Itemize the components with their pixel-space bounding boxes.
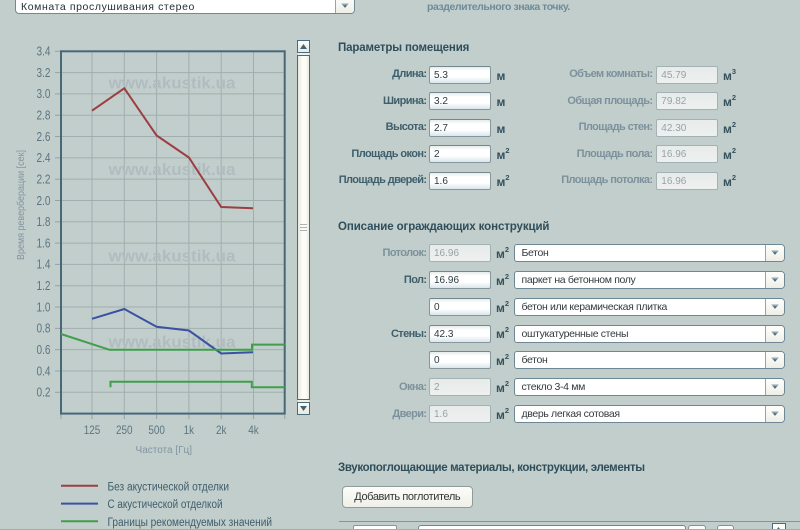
svg-text:3.4: 3.4 (37, 45, 51, 59)
svg-text:Без акустической отделки: Без акустической отделки (108, 481, 230, 493)
svg-text:0.4: 0.4 (37, 364, 51, 378)
svg-text:3.2: 3.2 (37, 66, 51, 80)
svg-text:0.8: 0.8 (37, 322, 51, 336)
svg-text:0.2: 0.2 (37, 386, 51, 400)
svg-text:3.0: 3.0 (37, 87, 51, 101)
svg-text:Частота [Гц]: Частота [Гц] (136, 445, 193, 456)
svg-text:125: 125 (84, 423, 101, 437)
svg-text:0.6: 0.6 (37, 343, 51, 357)
svg-text:1.0: 1.0 (37, 300, 51, 314)
svg-text:С акустической отделкой: С акустической отделкой (108, 499, 223, 511)
svg-text:1.8: 1.8 (37, 215, 51, 229)
svg-text:2.4: 2.4 (37, 151, 51, 165)
svg-text:1.2: 1.2 (37, 279, 51, 293)
svg-text:2.6: 2.6 (37, 130, 51, 144)
svg-text:250: 250 (116, 423, 133, 437)
svg-text:1k: 1k (184, 423, 195, 437)
svg-text:2.0: 2.0 (37, 194, 51, 208)
svg-text:2.2: 2.2 (37, 172, 51, 186)
svg-text:500: 500 (148, 423, 165, 437)
svg-text:www.akustik.ua: www.akustik.ua (108, 74, 236, 93)
svg-text:www.akustik.ua: www.akustik.ua (108, 160, 236, 179)
svg-text:Время реверберации [сек]: Время реверберации [сек] (15, 150, 27, 260)
svg-text:2.8: 2.8 (37, 109, 51, 123)
svg-text:www.akustik.ua: www.akustik.ua (108, 247, 236, 266)
svg-text:1.4: 1.4 (37, 258, 51, 272)
svg-text:1.6: 1.6 (37, 236, 51, 250)
svg-text:www.akustik.ua: www.akustik.ua (108, 333, 236, 352)
svg-text:4k: 4k (248, 423, 259, 437)
svg-text:Границы рекомендуемых значений: Границы рекомендуемых значений (108, 517, 273, 529)
svg-text:2k: 2k (216, 423, 227, 437)
